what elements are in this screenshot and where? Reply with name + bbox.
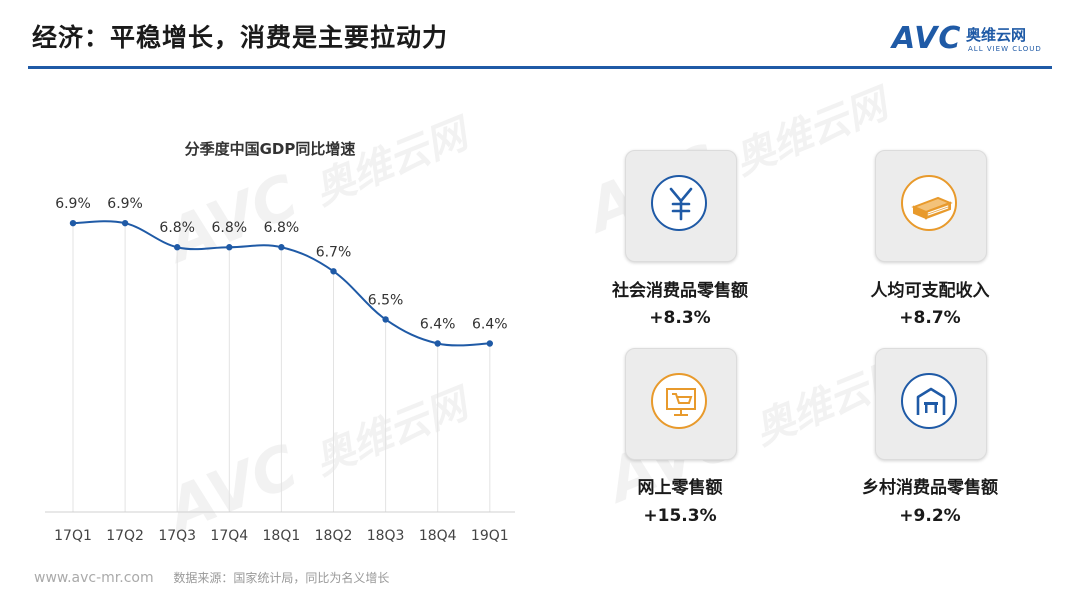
page-title: 经济：平稳增长，消费是主要拉动力	[32, 23, 449, 52]
data-label: 6.4%	[472, 317, 508, 333]
data-point	[278, 244, 285, 251]
footer-url[interactable]: www.avc-mr.com	[34, 570, 154, 586]
icon-circle	[901, 373, 957, 429]
yuan-icon	[669, 187, 693, 221]
data-point	[174, 244, 181, 251]
x-tick-label: 17Q2	[106, 528, 144, 544]
data-point	[69, 219, 77, 227]
online-cart-icon	[666, 388, 696, 416]
data-label: 6.9%	[107, 196, 143, 212]
card-label: 网上零售额	[637, 478, 723, 498]
data-label: 6.9%	[55, 196, 91, 212]
data-point	[330, 268, 337, 275]
data-point	[434, 340, 441, 347]
footer: www.avc-mr.com 数据来源：国家统计局，同比为名义增长	[34, 569, 389, 586]
card-value: +8.7%	[899, 308, 961, 328]
footer-source: 数据来源：国家统计局，同比为名义增长	[173, 571, 390, 585]
x-tick-label: 17Q4	[210, 528, 248, 544]
x-tick-label: 19Q1	[471, 528, 509, 544]
card-label: 社会消费品零售额	[612, 281, 748, 301]
x-tick-label: 18Q3	[367, 528, 405, 544]
data-point	[226, 244, 233, 251]
logo: AVC 奥维云网 ALL VIEW CLOUD	[892, 22, 1062, 60]
data-point	[382, 316, 389, 323]
data-label: 6.4%	[420, 317, 456, 333]
data-label: 6.8%	[212, 220, 248, 236]
money-stack-icon	[911, 196, 953, 220]
data-label: 6.8%	[159, 220, 195, 236]
card-disposable-income	[875, 150, 987, 262]
card-value: +15.3%	[643, 506, 717, 526]
data-point	[486, 340, 493, 347]
logo-brand: AVC	[892, 21, 962, 56]
logo-cn-name: 奥维云网	[966, 26, 1027, 44]
card-value: +9.2%	[899, 506, 961, 526]
x-tick-label: 17Q3	[158, 528, 196, 544]
data-label: 6.7%	[316, 244, 352, 260]
x-tick-label: 18Q4	[419, 528, 457, 544]
card-label: 人均可支配收入	[870, 281, 990, 301]
card-value: +8.3%	[649, 308, 711, 328]
icon-circle	[651, 175, 707, 231]
card-label: 乡村消费品零售额	[862, 478, 998, 498]
card-rural-retail	[875, 348, 987, 460]
data-point	[121, 219, 129, 227]
logo-en-name: ALL VIEW CLOUD	[968, 45, 1042, 53]
x-tick-label: 18Q1	[263, 528, 301, 544]
header-divider	[28, 66, 1052, 69]
card-retail-sales	[625, 150, 737, 262]
x-tick-label: 17Q1	[54, 528, 92, 544]
chart-title: 分季度中国GDP同比增速	[184, 140, 356, 158]
rural-store-icon	[916, 387, 946, 415]
data-label: 6.5%	[368, 292, 404, 308]
card-online-retail	[625, 348, 737, 460]
x-tick-label: 18Q2	[315, 528, 353, 544]
data-label: 6.8%	[264, 220, 300, 236]
